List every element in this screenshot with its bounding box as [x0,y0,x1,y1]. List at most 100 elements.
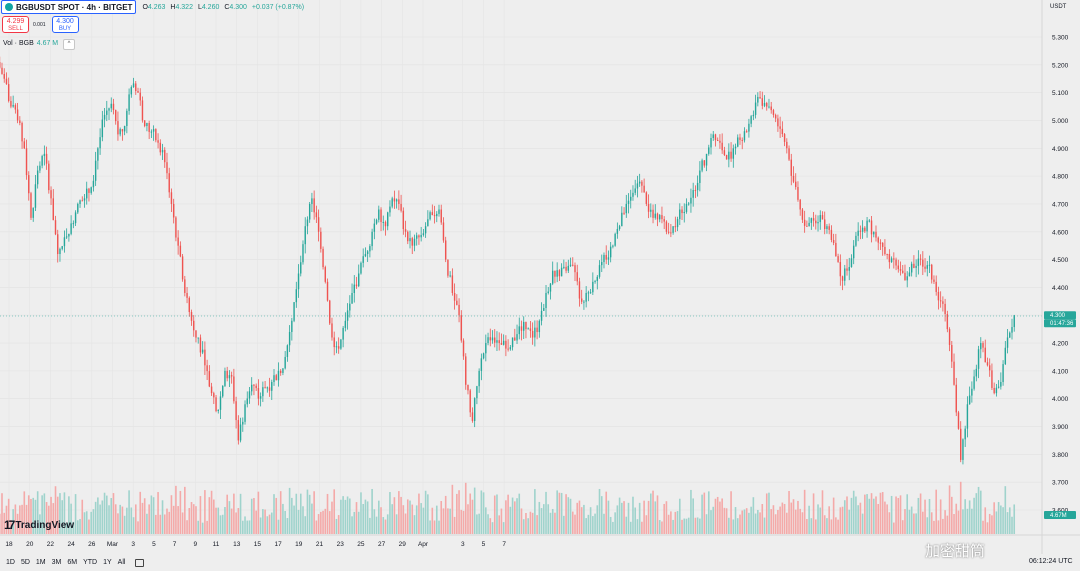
ohlc-label-low: L [197,3,202,11]
candle-body [527,328,529,330]
currency-label[interactable]: USDT [1050,4,1067,10]
candle-body [175,217,177,238]
candle-body [121,129,124,132]
volume-bar [264,509,266,534]
ohlc-low: 4.260 [201,3,220,11]
volume-bar [41,495,43,534]
candle-body [228,375,231,379]
volume-bar [538,501,541,534]
candle-body [230,375,233,377]
buy-button[interactable]: 4.300 BUY [51,16,79,33]
volume-bar [979,490,982,534]
volume-bar [732,519,735,534]
candle-body [436,213,438,217]
price-tag-label: 01:47:36 [1050,321,1074,327]
volume-bar [971,508,973,534]
candle-body [873,231,875,235]
range-6m[interactable]: 6M [67,559,78,566]
volume-bar [333,489,336,534]
volume-bar [745,508,748,534]
volume-bar [5,505,8,534]
candle-body [255,385,257,389]
candle-body [201,349,204,353]
price-tag-label: 4.67M [1050,513,1067,519]
volume-bar [937,520,940,534]
volume-bar [661,521,663,534]
volume-bar [843,500,846,534]
volume-bar [110,498,113,534]
range-1y[interactable]: 1Y [103,559,112,566]
candle-body [750,116,752,124]
volume-bar [246,520,249,534]
volume-bar [389,492,391,534]
volume-bar [248,520,251,534]
candle-body [279,370,282,373]
volume-bar [386,514,389,534]
volume-bar [955,503,958,534]
candle-body [917,258,920,266]
candle-body [395,199,398,202]
candle-body [168,173,170,193]
range-5d[interactable]: 5D [20,559,30,566]
volume-bar [150,495,153,534]
candle-body [574,265,576,273]
candle-body [48,163,50,191]
candle-body [614,233,616,246]
volume-bar [509,506,512,534]
symbol-search-button[interactable]: BGBUSDT SPOT · 4h · BITGET [1,0,137,14]
chart-header: BGBUSDT SPOT · 4h · BITGET O4.263 H4.322… [0,0,304,14]
candle-body [518,326,520,335]
candle-body [500,343,503,345]
candle-body [661,215,663,220]
volume-bar [201,522,204,534]
candle-body [32,207,34,218]
volume-bar [204,490,206,534]
candle-body [112,103,115,111]
candle-body [411,238,413,246]
candle-body [45,153,48,164]
volume-bar [828,506,830,534]
candle-body [164,149,166,163]
y-tick-label: 5.000 [1052,118,1069,125]
tradingview-logo[interactable]: 17 TradingView [4,518,74,532]
volume-bar [1002,507,1004,534]
range-3m[interactable]: 3M [51,559,62,566]
candle-body [525,321,527,330]
volume-bar [498,515,500,534]
volume-bar [558,492,561,534]
trade-buttons: 4.299 SELL 0.001 4.300 BUY [2,16,79,33]
sell-button[interactable]: 4.299 SELL [2,16,29,33]
candle-body [237,420,240,441]
candle-body [246,398,248,405]
range-ytd[interactable]: YTD [83,559,98,566]
candle-body [888,254,891,263]
volume-bar [629,521,632,534]
utc-clock[interactable]: 06:12:24 UTC [1029,558,1073,565]
volume-legend[interactable]: Vol · BGB 4.67 M [3,40,58,47]
range-1d[interactable]: 1D [6,559,15,566]
candle-body [701,160,703,171]
range-1m[interactable]: 1M [35,559,46,566]
volume-bar [313,491,315,534]
candle-body [177,237,179,246]
candle-body [50,190,52,199]
y-tick-label: 4.700 [1052,201,1069,208]
candle-body [86,188,88,199]
range-all[interactable]: All [117,559,126,566]
volume-bar [946,515,949,534]
volume-bar [638,502,641,534]
volume-bar [580,507,583,534]
candle-body [387,212,389,227]
chevron-up-icon[interactable]: ^ [63,39,75,50]
calendar-icon[interactable] [135,558,145,567]
candle-body [748,123,750,132]
candle-body [890,258,893,263]
candle-body [779,126,781,129]
candle-body [955,384,957,413]
candle-body [732,148,735,159]
candle-body [384,221,387,227]
candle-body [984,347,986,363]
candle-body [696,182,699,191]
volume-bar [284,510,286,534]
